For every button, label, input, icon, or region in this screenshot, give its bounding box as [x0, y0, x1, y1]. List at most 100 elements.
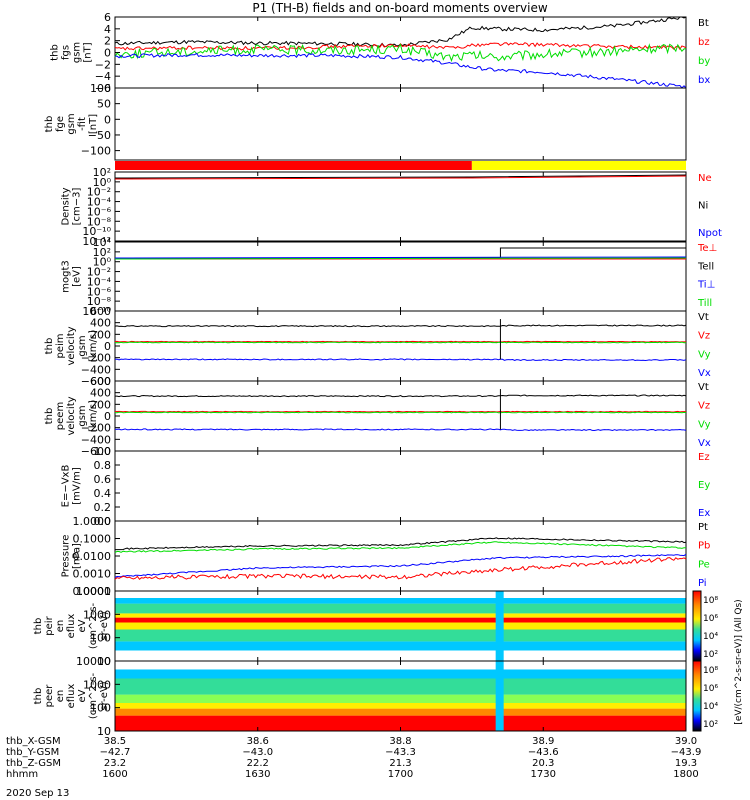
time-row-label: thb_Y-GSM: [6, 747, 59, 758]
fgs-tick-label: 6: [104, 11, 111, 24]
time-row-value: 1800: [673, 769, 698, 780]
pressure-ylabel: [nPa]: [72, 543, 83, 569]
fgs-tick-label: −6: [95, 82, 111, 95]
peir-ylabel: eV: [77, 619, 88, 632]
fgs-series-bx: [114, 52, 687, 89]
peem-vx: [114, 428, 687, 432]
colorbar-peer: [692, 660, 702, 732]
fge-ylabel: gsm: [66, 113, 77, 134]
time-row-value: 1630: [245, 769, 270, 780]
peim-tick-label: −600: [81, 375, 111, 388]
colorbar-peir-label: 10⁶: [703, 614, 718, 624]
peir-ylabel: thb: [33, 618, 44, 635]
temp-tick-label: 10⁻⁴: [87, 275, 112, 288]
peim-vx: [114, 358, 687, 362]
mode-bar-segment-1: [471, 161, 686, 170]
mode-bar-segment-0: [115, 161, 472, 170]
time-row-value: 22.2: [247, 758, 269, 769]
time-row-value: 21.3: [389, 758, 411, 769]
peer-band-4: [115, 678, 686, 695]
peim-ylabel: [km/s]: [88, 330, 99, 362]
temp-tell: [115, 247, 686, 259]
peer-band-1: [115, 708, 686, 716]
peem-tick-label: 200: [90, 398, 111, 411]
peir-band-3: [115, 622, 686, 630]
efield-panel-frame: [114, 450, 687, 522]
peir-ylabel: peir: [44, 615, 55, 635]
fge-tick-label: −50: [88, 129, 111, 142]
fge-ylabel: fge: [55, 116, 66, 132]
peem-tick-label: −600: [81, 445, 111, 458]
peem-ylabel: [km/s]: [88, 400, 99, 432]
pressure-tick-label: 1.0000: [73, 515, 112, 528]
efield-tick-label: 0.2: [94, 501, 112, 514]
figure-title: P1 (TH-B) fields and on-board moments ov…: [252, 1, 548, 15]
fgs-tick-label: 0: [104, 47, 111, 60]
density-tick-label: 10⁻⁸: [87, 215, 112, 228]
density-legend-Npot: Npot: [698, 228, 722, 239]
peer-gap: [495, 661, 504, 731]
temp-legend-Te⊥: Te⊥: [697, 243, 717, 254]
peem-ylabel: thb: [44, 408, 55, 425]
peim-tick-label: 200: [90, 328, 111, 341]
time-row-label: thb_X-GSM: [6, 736, 61, 747]
peer-band-3: [115, 694, 686, 703]
efield-legend-Ez: Ez: [698, 452, 710, 463]
peem-vz: [114, 410, 687, 413]
peem-tick-label: 400: [90, 387, 111, 400]
fgs-legend-by: by: [698, 56, 710, 67]
colorbar-peer-label: 10⁴: [703, 702, 718, 712]
time-row-value: −43.0: [242, 747, 273, 758]
peer-tick-label: 100: [90, 702, 111, 715]
time-row-value: 39.0: [675, 736, 697, 747]
density-tick-label: 10⁻⁶: [87, 205, 112, 218]
time-row-label: thb_Z-GSM: [6, 758, 61, 769]
time-row-value: 1700: [388, 769, 413, 780]
peem-ylabel: velocity: [66, 396, 77, 435]
time-row-value: 20.3: [532, 758, 554, 769]
peem-vt: [115, 394, 687, 398]
temp-tick-label: 10⁰: [93, 256, 112, 269]
time-row-label: hhmm: [6, 769, 38, 780]
colorbar-peer-label: 10²: [703, 720, 718, 730]
fgs-ylabel: gsm: [72, 42, 83, 63]
peim-ylabel: peim: [55, 333, 66, 358]
peim-ylabel: velocity: [66, 326, 77, 365]
fge-tick-label: −100: [81, 145, 111, 158]
peim-legend-Vz: Vz: [698, 331, 710, 342]
time-row-value: 38.9: [532, 736, 554, 747]
time-row-value: 23.2: [104, 758, 126, 769]
pressure-ylabel: Pressure: [61, 535, 72, 578]
peer-ylabel: sr-eV): [99, 681, 110, 710]
colorbar-peir-label: 10⁴: [703, 632, 718, 642]
peer-tick-label: 10000: [76, 655, 111, 668]
time-row-value: 19.3: [675, 758, 697, 769]
pressure-pb: [114, 557, 687, 581]
peer-band-2: [115, 703, 686, 709]
temp-legend-Tell: Tell: [697, 261, 714, 272]
colorbar-peir-label: 10²: [703, 650, 718, 660]
peir-tick-label: 100: [90, 632, 111, 645]
temp-legend-Till: Till: [697, 298, 712, 309]
temp-till: [114, 257, 687, 260]
pressure-tick-label: 0.0001: [73, 585, 112, 598]
temp-tick-label: 10⁻⁸: [87, 295, 112, 308]
peim-tick-label: −200: [81, 352, 111, 365]
peir-ylabel: sr-eV): [99, 611, 110, 640]
peer-ylabel: eV: [77, 689, 88, 702]
peir-tick-label: 10000: [76, 585, 111, 598]
peer-ylabel: eflux: [66, 684, 77, 709]
temp-tick-label: 10⁻²: [87, 266, 111, 279]
density-ylabel: Density: [61, 187, 72, 225]
fgs-series-Bt: [114, 16, 687, 48]
fge-ylabel: [nT]: [88, 114, 99, 134]
temp-ti-perp: [114, 256, 687, 259]
efield-tick-label: 0.8: [94, 459, 112, 472]
peer-band-6: [115, 661, 686, 670]
peir-band-6: [115, 603, 686, 614]
fge-tick-label: 0: [104, 113, 111, 126]
density-tick-label: 10²: [93, 166, 111, 179]
density-legend-Ni: Ni: [698, 201, 708, 212]
